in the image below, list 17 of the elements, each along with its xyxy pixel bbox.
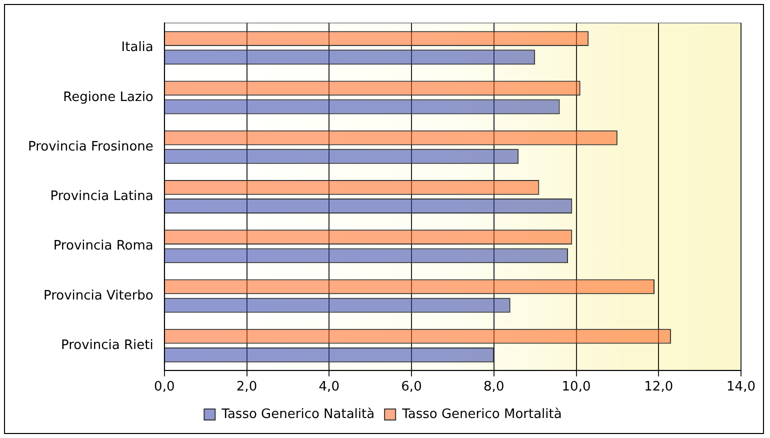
x-tick-label: 4,0 xyxy=(318,380,340,395)
legend-label: Tasso Generico Natalità xyxy=(220,406,375,422)
y-tick-label: Provincia Latina xyxy=(50,189,154,204)
x-tick-label: 8,0 xyxy=(484,380,504,395)
y-tick-label: Provincia Viterbo xyxy=(43,288,154,304)
x-tick-label: 6,0 xyxy=(401,380,422,395)
x-tick-label: 0,0 xyxy=(154,380,175,395)
x-tick-label: 2,0 xyxy=(236,380,258,395)
y-tick-label: Provincia Rieti xyxy=(60,338,154,353)
y-tick-label: Italia xyxy=(121,40,154,56)
y-tick-label: Provincia Frosinone xyxy=(28,139,154,154)
x-tick-label: 12,0 xyxy=(644,380,674,395)
y-tick-label: Provincia Roma xyxy=(53,238,154,254)
x-tick-label: 10,0 xyxy=(562,380,591,395)
y-tick-label: Regione Lazio xyxy=(63,90,154,105)
legend-label: Tasso Generico Mortalità xyxy=(401,406,562,422)
x-tick-label: 14,0 xyxy=(726,380,756,395)
